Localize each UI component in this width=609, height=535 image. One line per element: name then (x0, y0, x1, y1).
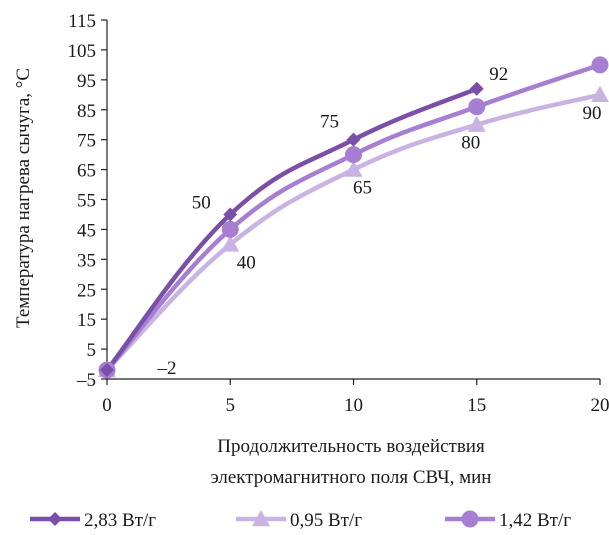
triangle-marker (591, 85, 609, 102)
diamond-marker (100, 363, 114, 378)
data-label: 40 (237, 252, 256, 273)
axes (106, 20, 600, 380)
diamond-marker (346, 132, 361, 147)
x-axis-title-line-1: Продолжительность воздействия (217, 436, 485, 457)
circle-marker (221, 220, 239, 238)
legend-label: 1,42 Вт/г (499, 510, 571, 531)
y-tick-label: 15 (77, 310, 96, 331)
x-tick-label: 15 (467, 395, 486, 416)
data-label: 65 (353, 178, 372, 199)
data-label: 92 (489, 64, 508, 85)
legend: 2,83 Вт/г 0,95 Вт/г 1,42 Вт/г (30, 510, 571, 531)
triangle-marker (221, 235, 240, 252)
data-label: 80 (461, 133, 480, 154)
series-line (104, 86, 479, 373)
y-axis-title: Температура нагрева сычуга, °С (13, 68, 34, 328)
y-tick-label: 85 (77, 101, 96, 122)
data-label: 90 (583, 103, 602, 124)
triangle-marker (252, 510, 270, 527)
legend-label: 0,95 Вт/г (290, 510, 362, 531)
y-tick-label: –5 (76, 370, 96, 391)
diamond-marker (223, 207, 238, 222)
circle-marker (345, 146, 362, 164)
y-tick-label: 115 (68, 11, 96, 32)
x-tick-label: 5 (226, 395, 236, 416)
triangle-marker (344, 160, 363, 177)
data-label: 75 (320, 112, 339, 133)
y-tick-label: 95 (77, 71, 96, 92)
legend-label: 2,83 Вт/г (84, 510, 156, 531)
y-tick-label: 45 (77, 220, 96, 241)
data-label: 50 (192, 192, 211, 213)
y-axis-title-group: Температура нагрева сычуга, °С (13, 68, 34, 328)
x-axis-title-line-2: электромагнитного поля СВЧ, мин (211, 467, 492, 488)
x-ticks: 0 5 10 15 20 (102, 379, 609, 416)
x-tick-label: 20 (591, 395, 609, 416)
diamond-marker (469, 81, 484, 96)
y-tick-label: 25 (77, 280, 96, 301)
diamond-marker (48, 512, 62, 526)
y-tick-label: 35 (77, 250, 96, 271)
data-labels: –2 50 75 92 40 65 80 90 (157, 64, 602, 379)
y-tick-label: 105 (68, 41, 97, 62)
y-tick-label: 75 (77, 131, 96, 152)
y-tick-label: 5 (87, 340, 97, 361)
y-ticks: –5 5 15 25 35 45 55 65 75 85 95 105 115 (68, 11, 107, 391)
circle-marker (591, 56, 609, 74)
series-layer (98, 56, 609, 379)
y-tick-label: 55 (77, 191, 96, 212)
x-tick-label: 0 (102, 395, 112, 416)
circle-marker (468, 98, 486, 116)
circle-marker (461, 510, 479, 528)
data-label: –2 (157, 358, 177, 379)
x-tick-label: 10 (344, 395, 363, 416)
y-tick-label: 65 (77, 161, 96, 182)
triangle-marker (467, 115, 486, 132)
